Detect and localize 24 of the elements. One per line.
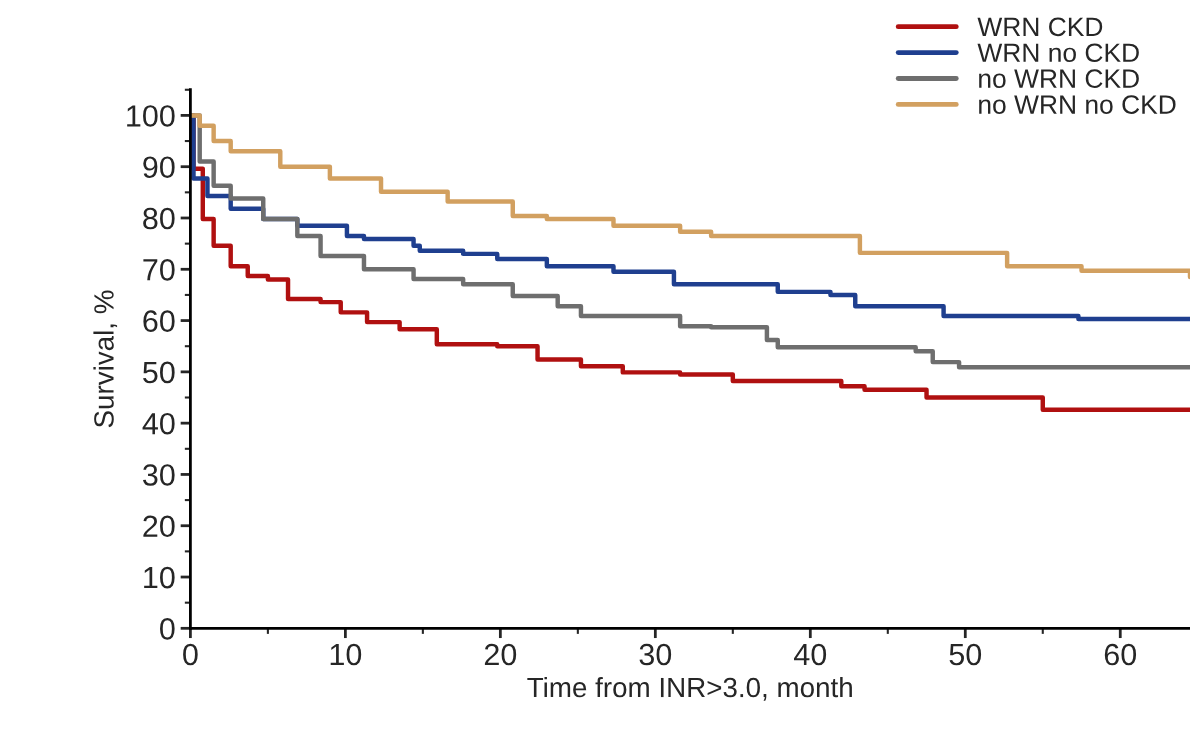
y-tick-label: 60	[143, 310, 175, 332]
y-tick-label: 80	[143, 207, 175, 230]
y-tick-label: 90	[143, 156, 175, 179]
y-tick-label: 50	[143, 361, 175, 384]
x-tick-label: 30	[639, 643, 672, 666]
legend-label: no WRN no CKD	[979, 95, 1176, 114]
x-axis-title: Time from INR>3.0, month	[527, 676, 852, 701]
legend-label: WRN CKD	[977, 17, 1103, 37]
y-tick-label: 0	[160, 618, 175, 640]
y-axis-title: Survival, %	[93, 290, 118, 428]
y-tick-label: 30	[143, 464, 175, 486]
x-tick-label: 40	[794, 643, 827, 666]
legend-label: WRN no CKD	[977, 43, 1139, 63]
x-tick-label: 50	[949, 643, 982, 666]
x-tick-label: 20	[484, 643, 517, 666]
y-tick-label: 100	[127, 105, 175, 127]
x-tick-label: 0	[183, 643, 198, 666]
legend-label: no WRN CKD	[979, 69, 1139, 89]
y-tick-label: 10	[144, 566, 175, 589]
x-tick-label: 10	[330, 643, 362, 666]
y-tick-label: 40	[142, 412, 175, 435]
y-tick-label: 70	[143, 259, 175, 281]
y-tick-label: 20	[143, 515, 175, 538]
x-tick-label: 60	[1104, 643, 1137, 666]
